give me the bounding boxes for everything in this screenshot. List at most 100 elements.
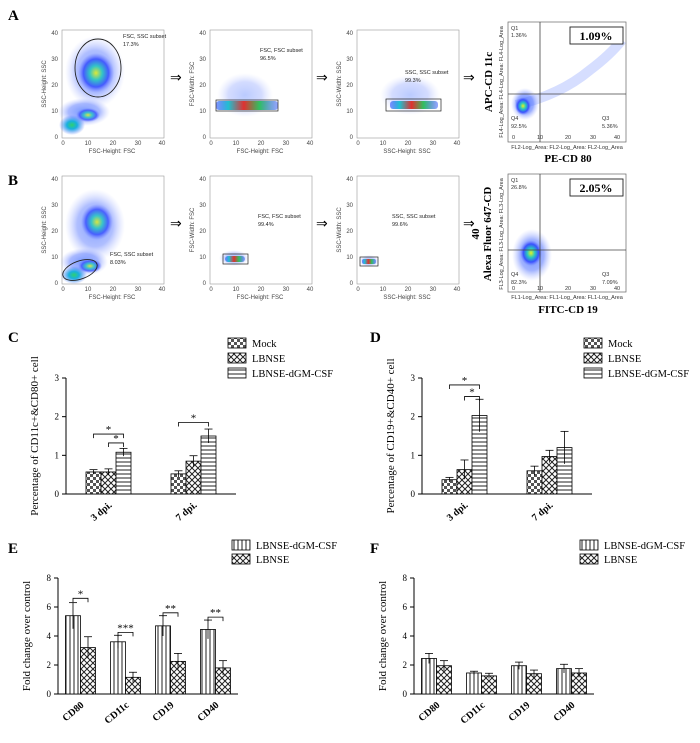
flow-quadrant-b: 2.05% Q1 26.8% Q4 82.3% Q3 7.09% 0 10 20…	[470, 173, 627, 316]
svg-text:30: 30	[283, 141, 290, 147]
svg-text:0: 0	[350, 135, 354, 141]
svg-text:20: 20	[405, 287, 412, 293]
y-tick-label: 3	[55, 373, 60, 383]
svg-text:40: 40	[614, 286, 620, 292]
bar	[100, 471, 117, 495]
significance-mark: *	[191, 412, 197, 424]
svg-text:10: 10	[233, 287, 240, 293]
svg-text:30: 30	[590, 286, 596, 292]
significance-bracket	[117, 631, 134, 637]
svg-text:30: 30	[135, 141, 142, 147]
y-axis-label: FSC-Width: FSC	[190, 207, 196, 252]
svg-text:0: 0	[512, 286, 515, 292]
category-label: 3 dpi.	[89, 500, 115, 524]
bar	[200, 435, 217, 495]
quadrant-percent-box: 1.09%	[580, 29, 613, 43]
gate-label: FSC, FSC subset	[260, 48, 303, 54]
y-tick-label: 0	[403, 689, 408, 699]
gate-percent: 8.03%	[110, 260, 126, 266]
svg-text:0: 0	[356, 287, 360, 293]
flow-quadrant-a: 1.09% Q1 1.36% Q4 92.5% Q3 5.36% 0 10 20…	[483, 21, 627, 165]
svg-text:30: 30	[135, 287, 142, 293]
arrow-right-icon: ⇒	[170, 69, 182, 85]
category-label: 3 dpi.	[445, 500, 471, 524]
q3-value: 7.09%	[602, 280, 618, 286]
y-tick-label: 0	[55, 489, 60, 499]
svg-text:40: 40	[614, 135, 620, 141]
y-axis-label: SSC-Height: SSC	[42, 60, 48, 108]
marker-y-label-line2: 40	[470, 228, 482, 240]
y-tick-label: 1	[411, 450, 416, 460]
chart-e: 0 2 4 6 8 Fold change over control CD80 CD11c CD…	[21, 539, 337, 727]
legend-label: LBNSE	[608, 354, 641, 365]
svg-text:10: 10	[537, 135, 543, 141]
svg-text:10: 10	[346, 255, 353, 261]
panel-label-f: F	[370, 541, 379, 557]
bar	[115, 451, 132, 495]
svg-text:30: 30	[51, 203, 58, 209]
y-tick-label: 8	[47, 573, 52, 583]
legend-swatch	[579, 553, 599, 565]
gate-percent: 99.3%	[405, 78, 421, 84]
bar	[481, 675, 497, 695]
x-axis-label: FSC-Height: FSC	[237, 149, 284, 155]
svg-text:40: 40	[51, 177, 58, 183]
y-tick-label: 0	[411, 489, 416, 499]
flow-plot-b3: SSC, SSC subset 99.6% 0 10 20 30 40 0 10…	[337, 175, 461, 301]
svg-text:10: 10	[85, 141, 92, 147]
y-axis-title: Fold change over control	[21, 581, 33, 691]
legend-swatch	[227, 352, 247, 364]
svg-text:0: 0	[61, 141, 65, 147]
svg-text:0: 0	[203, 281, 207, 287]
category-label: CD19	[507, 700, 533, 724]
svg-text:20: 20	[565, 286, 571, 292]
svg-text:20: 20	[199, 83, 206, 89]
legend-label: LBNSE	[604, 555, 637, 566]
flow-plot-b1: FSC, SSC subset 8.03% 0 10 20 30 40 0 10…	[42, 175, 166, 301]
flow-plot-a1: FSC, SSC subset 17.3% 0 10 20 30 40 0 10…	[42, 29, 167, 155]
chart-f: 0 2 4 6 8 Fold change over control CD80 CD11c CD…	[377, 539, 685, 727]
legend-swatch	[227, 367, 247, 379]
svg-text:20: 20	[110, 141, 117, 147]
svg-text:0: 0	[209, 287, 213, 293]
flow-plot-a3: SSC, SSC subset 99.3% 0 10 20 30 40 0 10…	[337, 29, 461, 155]
svg-text:20: 20	[565, 135, 571, 141]
y-axis-label: SSC-Width: SSC	[337, 61, 343, 107]
y-axis-title: Percentage of CD19+&CD40+ cell	[385, 358, 397, 513]
svg-text:30: 30	[430, 287, 437, 293]
x-axis-label-small: FL2-Log_Area: FL2-Log_Area: FL2-Log_Area	[511, 145, 624, 151]
legend-swatch	[583, 367, 603, 379]
gate-label: FSC, SSC subset	[110, 252, 154, 258]
svg-text:20: 20	[258, 141, 265, 147]
svg-text:30: 30	[199, 57, 206, 63]
q4-value: 82.3%	[511, 280, 527, 286]
category-label: CD19	[151, 700, 177, 724]
panel-label-c: C	[8, 330, 19, 346]
svg-text:40: 40	[199, 31, 206, 37]
gate-percent: 99.4%	[258, 222, 274, 228]
gate-label: SSC, SSC subset	[392, 214, 436, 220]
y-tick-label: 4	[47, 631, 52, 641]
x-axis-label: FSC-Height: FSC	[89, 149, 136, 155]
svg-text:10: 10	[199, 255, 206, 261]
svg-text:20: 20	[51, 83, 58, 89]
gate-label: FSC, FSC subset	[258, 214, 301, 220]
category-label: 7 dpi.	[530, 500, 556, 524]
bar	[155, 625, 171, 695]
gate-label: SSC, SSC subset	[405, 70, 449, 76]
svg-text:30: 30	[346, 203, 353, 209]
x-axis-label-small: FL1-Log_Area: FL1-Log_Area: FL1-Log_Area	[511, 295, 624, 301]
y-axis-label: SSC-Width: SSC	[337, 207, 343, 253]
svg-text:0: 0	[356, 141, 360, 147]
svg-text:30: 30	[430, 141, 437, 147]
q1-value: 26.8%	[511, 185, 527, 191]
y-axis-label-small: FL3-Log_Area: FL3-Log_Area: FL3-Log_Area	[499, 177, 505, 290]
gate-percent: 99.6%	[392, 222, 408, 228]
bar	[466, 672, 482, 695]
panel-label-b: B	[8, 173, 18, 189]
svg-text:10: 10	[199, 109, 206, 115]
bar	[421, 658, 437, 695]
significance-bracket	[464, 396, 480, 401]
